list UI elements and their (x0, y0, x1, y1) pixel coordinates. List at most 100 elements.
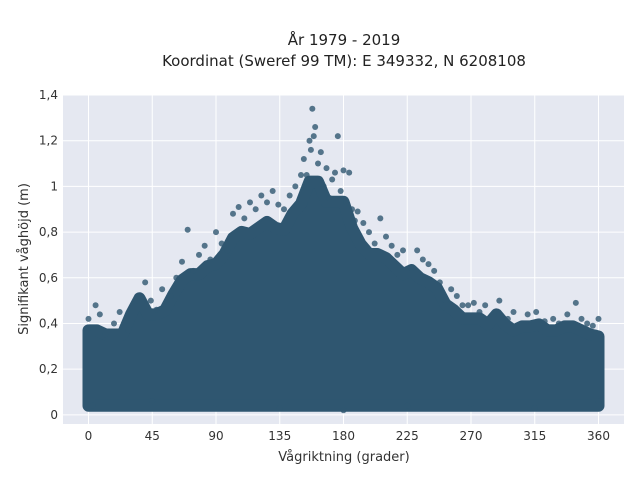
x-tick-label: 360 (587, 429, 610, 443)
data-point (442, 297, 449, 304)
x-axis-ticks: 0 45 90 135 180 225 270 315 360 (85, 429, 610, 443)
x-tick-label: 45 (145, 429, 160, 443)
data-point (354, 208, 361, 215)
y-axis-ticks: 0 0,2 0,4 0,6 0,8 1 1,2 1,4 (39, 88, 58, 422)
data-point (408, 265, 415, 272)
data-point (332, 169, 338, 176)
data-point (578, 315, 585, 322)
x-tick-label: 315 (523, 429, 546, 443)
x-tick-label: 270 (460, 429, 483, 443)
data-point (371, 240, 378, 247)
x-tick-label: 135 (268, 429, 291, 443)
data-point (419, 256, 426, 263)
data-point (276, 405, 283, 412)
data-point (448, 286, 455, 293)
data-point (167, 293, 174, 300)
data-point (102, 331, 109, 338)
data-point (213, 400, 219, 407)
data-point (340, 167, 347, 174)
data-point (149, 398, 156, 405)
data-point (550, 315, 557, 322)
point-cloud-body (82, 175, 605, 412)
data-point (584, 320, 591, 327)
data-point (436, 279, 443, 286)
data-point (125, 327, 132, 334)
data-point (377, 215, 384, 222)
data-point (147, 297, 154, 304)
data-point (394, 251, 401, 258)
data-point (241, 215, 248, 222)
data-point (269, 187, 276, 194)
data-point (323, 165, 330, 172)
y-tick-label: 0,8 (39, 225, 58, 239)
x-tick-label: 90 (208, 429, 223, 443)
data-point (476, 309, 483, 316)
data-point (116, 309, 123, 316)
data-point (510, 309, 517, 316)
point-cloud (82, 175, 605, 412)
data-point (400, 247, 406, 254)
data-point (184, 226, 191, 233)
data-point (196, 251, 202, 258)
data-point (329, 176, 336, 183)
data-point (589, 322, 596, 329)
data-point (337, 187, 344, 194)
chart-title-line-1: År 1979 - 2019 (288, 30, 401, 49)
data-point (414, 247, 421, 254)
data-point (213, 229, 219, 236)
data-point (303, 171, 310, 178)
data-points (85, 105, 602, 414)
data-point (292, 183, 299, 190)
data-point (252, 206, 259, 213)
data-point (334, 133, 341, 140)
data-point (317, 149, 324, 156)
data-point (555, 320, 562, 327)
data-point (286, 192, 293, 199)
data-point (173, 274, 180, 281)
data-point (541, 318, 548, 325)
data-point (300, 155, 307, 162)
data-point (258, 192, 265, 199)
data-point (264, 199, 270, 206)
y-tick-label: 0,6 (39, 271, 58, 285)
data-point (306, 137, 313, 144)
data-point (320, 183, 327, 190)
data-point (468, 400, 474, 407)
data-point (281, 206, 287, 213)
y-tick-label: 1,2 (39, 134, 58, 148)
data-point (482, 302, 489, 309)
data-point (533, 309, 540, 316)
data-point (349, 206, 355, 213)
y-axis-title: Signifikant våghöjd (m) (17, 183, 32, 335)
data-point (88, 325, 95, 332)
x-tick-label: 225 (396, 429, 419, 443)
data-point (224, 247, 231, 254)
data-point (207, 256, 214, 263)
x-tick-label: 180 (332, 429, 355, 443)
data-point (133, 297, 140, 304)
data-point (531, 405, 538, 412)
data-point (592, 329, 599, 336)
data-point (326, 194, 333, 201)
chart-title-line-2: Koordinat (Sweref 99 TM): E 349332, N 62… (162, 52, 526, 70)
data-point (96, 311, 103, 318)
data-point (459, 302, 466, 309)
x-axis-title: Vågriktning (grader) (278, 450, 409, 465)
data-point (404, 402, 411, 409)
data-point (310, 133, 317, 140)
data-point (595, 315, 602, 322)
data-point (490, 311, 497, 318)
data-point (275, 201, 282, 208)
data-point (351, 217, 358, 224)
y-tick-label: 0 (50, 408, 58, 422)
data-point (312, 123, 319, 130)
data-point (366, 229, 372, 236)
y-tick-label: 1,4 (39, 88, 58, 102)
data-point (465, 302, 472, 309)
data-point (595, 398, 602, 405)
data-point (496, 297, 503, 304)
data-point (201, 242, 208, 249)
data-point (190, 267, 197, 274)
data-point (343, 199, 350, 206)
data-point (247, 199, 253, 206)
